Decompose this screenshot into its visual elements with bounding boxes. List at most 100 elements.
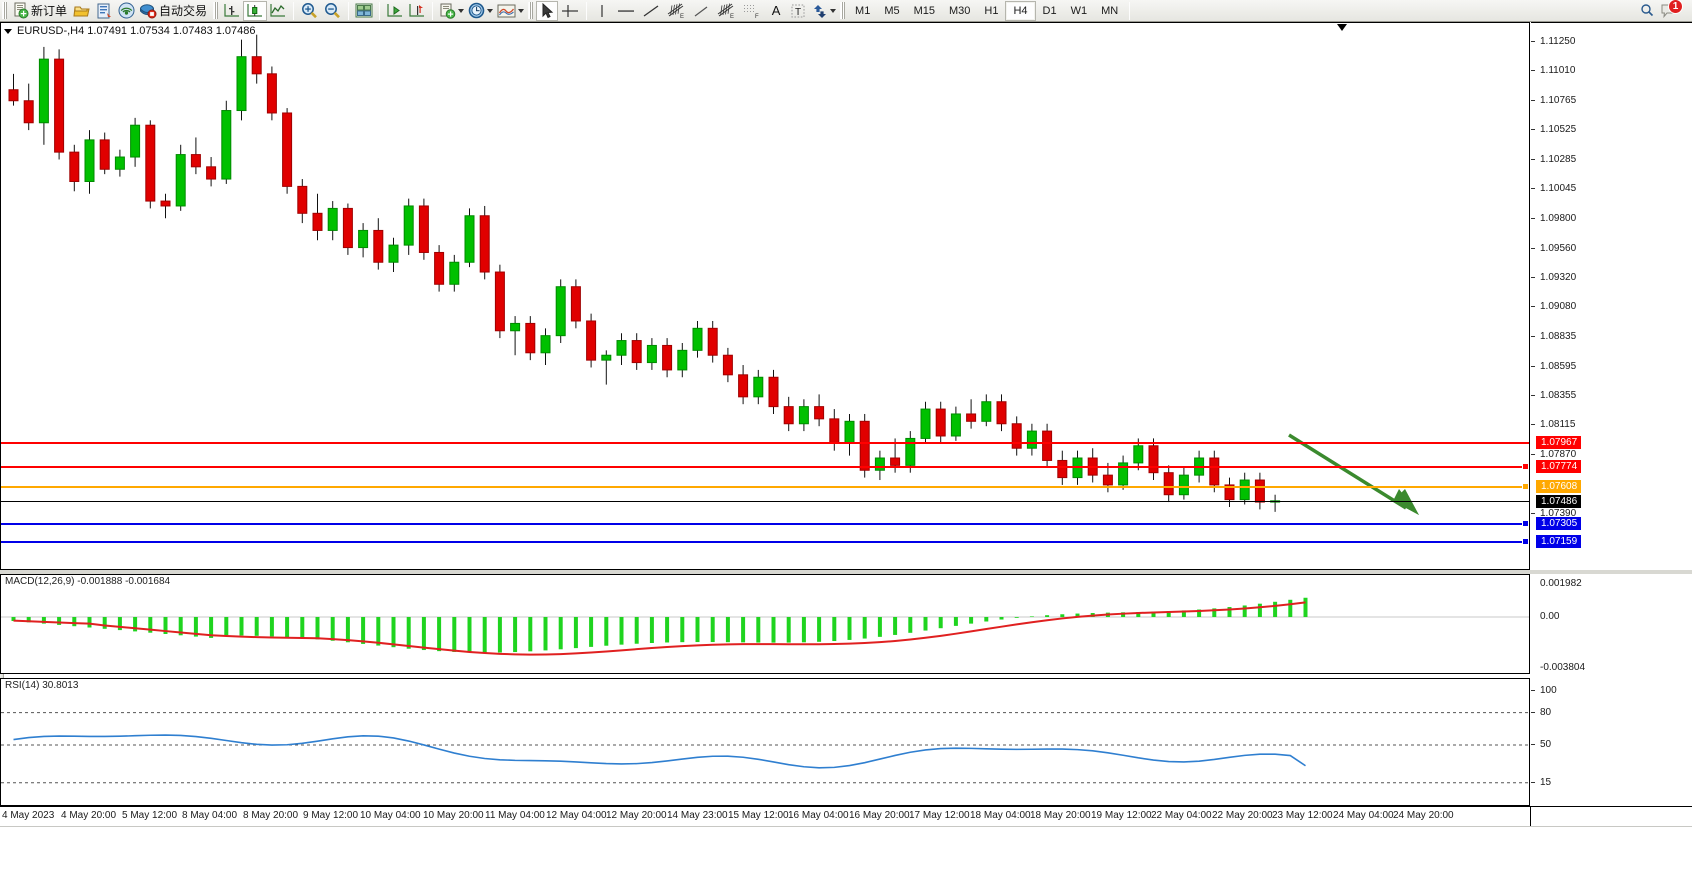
rsi-pane[interactable]: RSI(14) 30.8013 [0, 678, 1530, 806]
timeframe-w1-button[interactable]: W1 [1070, 4, 1088, 17]
price-tick-label: 1.11010 [1540, 65, 1576, 77]
price-axis[interactable]: 1.11250 1.11010 1.10765 1.10525 1.10285 1.100… [1531, 22, 1692, 570]
resistance-line-1-label[interactable]: 1.07967 [1536, 436, 1582, 450]
notifications-button[interactable]: 1 [1658, 0, 1683, 21]
price-chart-pane[interactable]: EURUSD-,H4 1.07491 1.07534 1.07483 1.074… [0, 22, 1530, 570]
toolbar-grip-2[interactable] [213, 2, 219, 19]
rsi-axis-label: 80 [1540, 706, 1552, 718]
horizontal-line-icon [618, 9, 635, 12]
price-tick-label: 1.07390 [1540, 508, 1577, 520]
metaeditor-button[interactable] [93, 1, 115, 21]
macd-pane[interactable]: MACD(12,26,9) -0.001888 -0.001684 [0, 574, 1530, 674]
current-price-line-label[interactable]: 1.07486 [1536, 495, 1582, 509]
time-axis-label: 18 May 20:00 [1030, 810, 1091, 821]
price-line-handle[interactable] [1522, 483, 1529, 491]
time-axis-label: 24 May 20:00 [1393, 810, 1454, 821]
auto-trading-label: 自动交易 [159, 3, 208, 18]
chevron-down-icon[interactable] [487, 8, 494, 13]
price-line-handle[interactable] [1522, 463, 1529, 471]
macd-axis-tick: 0.001982 [1531, 578, 1692, 589]
add-indicator-button[interactable] [437, 1, 466, 21]
rsi-axis-tick: 50 [1531, 739, 1692, 750]
time-axis-label: 22 May 04:00 [1151, 810, 1212, 821]
bar-chart-button[interactable] [221, 1, 243, 21]
auto-trading-button[interactable]: 自动交易 [137, 1, 211, 21]
time-axis-label: 10 May 20:00 [423, 810, 484, 821]
tick-mark [1531, 424, 1535, 426]
auto-scroll-button[interactable] [384, 1, 406, 21]
timeframe-m1-button[interactable]: M1 [855, 4, 871, 17]
symbol-header[interactable]: EURUSD-,H4 1.07491 1.07534 1.07483 1.074… [4, 25, 256, 37]
tick-mark [1531, 690, 1535, 691]
price-tick: 1.11010 [1531, 65, 1692, 76]
crosshair-button[interactable] [558, 1, 582, 21]
time-axis[interactable]: 4 May 2023 4 May 20:00 5 May 12:00 8 May 04… [0, 806, 1692, 827]
signals-button[interactable] [115, 1, 137, 21]
tile-windows-button[interactable] [353, 1, 375, 21]
arrows-button[interactable] [809, 1, 838, 21]
period-button[interactable] [466, 1, 495, 21]
tick-mark [1531, 276, 1535, 278]
chevron-down-icon[interactable] [830, 8, 837, 13]
time-axis-label: 8 May 20:00 [243, 810, 299, 821]
time-axis-label: 24 May 04:00 [1333, 810, 1394, 821]
support-line-1-label[interactable]: 1.07305 [1536, 517, 1582, 531]
horizontal-line-button[interactable] [613, 1, 639, 21]
toolbar-grip-3[interactable] [528, 2, 534, 19]
toolbar-grip[interactable] [2, 2, 7, 19]
toolbar-grip-4[interactable] [840, 2, 846, 19]
rsi-label: RSI(14) 30.8013 [5, 680, 79, 691]
time-axis-label: 15 May 12:00 [728, 810, 789, 821]
expert-advisors-button[interactable] [71, 1, 93, 21]
zoom-out-button[interactable] [321, 1, 344, 21]
fibonacci-fan-button[interactable]: F [739, 1, 765, 21]
vertical-line-button[interactable] [591, 1, 613, 21]
price-tick: 1.09560 [1531, 243, 1692, 254]
time-axis-label: 22 May 20:00 [1212, 810, 1273, 821]
timeframe-m15-button[interactable]: M15 [913, 4, 935, 17]
chevron-down-icon[interactable] [458, 8, 465, 13]
timeframe-h4-button[interactable]: H4 [1005, 0, 1036, 21]
price-line-handle[interactable] [1522, 520, 1529, 528]
timeframe-d1-button[interactable]: D1 [1042, 4, 1057, 17]
svg-text:E: E [680, 14, 684, 19]
equidistant-channel-button[interactable]: E [663, 1, 689, 21]
pane-separator[interactable] [0, 570, 1692, 574]
text-button[interactable]: A [765, 1, 787, 21]
chevron-down-icon[interactable] [4, 28, 12, 34]
fibonacci-fan-icon: F [744, 5, 759, 19]
chart-shift-button[interactable] [406, 1, 428, 21]
templates-icon [497, 4, 516, 17]
price-line-handle[interactable] [1522, 538, 1529, 546]
cursor-icon [542, 2, 553, 18]
chevron-down-icon[interactable] [518, 8, 525, 13]
rsi-axis: 100 80 50 15 [1531, 678, 1692, 806]
text-label-button[interactable]: T [787, 1, 809, 21]
new-order-button[interactable]: 新订单 [10, 1, 71, 21]
rsi-axis-tick: 15 [1531, 777, 1692, 788]
timeframe-m30-button[interactable]: M30 [949, 4, 971, 17]
candlestick-chart-button[interactable] [243, 0, 268, 21]
search-button[interactable] [1636, 1, 1658, 21]
fibonacci-button[interactable]: E [713, 1, 739, 21]
tick-mark [1531, 100, 1535, 102]
time-axis-label: 12 May 20:00 [606, 810, 667, 821]
axis-separator [1530, 807, 1531, 827]
timeframe-h1-button[interactable]: H1 [984, 4, 999, 17]
pivot-line-label[interactable]: 1.07608 [1536, 480, 1582, 494]
timeframe-mn-button[interactable]: MN [1101, 4, 1119, 17]
support-line-2-label[interactable]: 1.07159 [1536, 535, 1582, 549]
chart-collapse-caret[interactable] [1337, 24, 1347, 31]
resistance-line-2-label[interactable]: 1.07774 [1536, 460, 1582, 474]
text-label-icon: T [791, 4, 805, 18]
templates-button[interactable] [495, 1, 526, 21]
trendline-2-button[interactable] [689, 1, 713, 21]
zoom-in-button[interactable] [298, 1, 321, 21]
price-tick-label: 1.09560 [1540, 242, 1577, 254]
timeframe-m5-button[interactable]: M5 [884, 4, 900, 17]
cursor-button[interactable] [536, 0, 559, 21]
macd-label: MACD(12,26,9) -0.001888 -0.001684 [5, 576, 171, 587]
price-tick-label: 1.09320 [1540, 271, 1577, 283]
line-chart-button[interactable] [267, 1, 289, 21]
trendline-button[interactable] [639, 1, 663, 21]
